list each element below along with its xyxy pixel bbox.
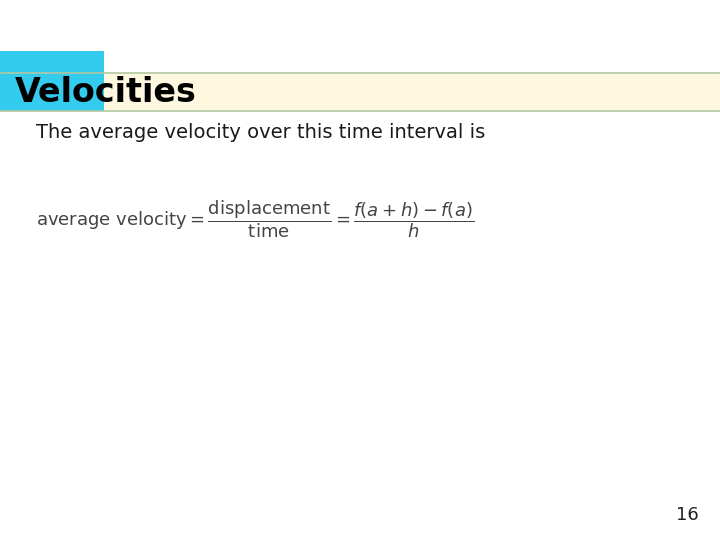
Text: 16: 16	[675, 506, 698, 524]
Text: Velocities: Velocities	[14, 76, 197, 110]
Text: The average velocity over this time interval is: The average velocity over this time inte…	[36, 123, 485, 142]
Text: $\mathrm{average\ velocity} = \dfrac{\mathrm{displacement}}{\mathrm{time}} = \df: $\mathrm{average\ velocity} = \dfrac{\ma…	[36, 198, 474, 240]
